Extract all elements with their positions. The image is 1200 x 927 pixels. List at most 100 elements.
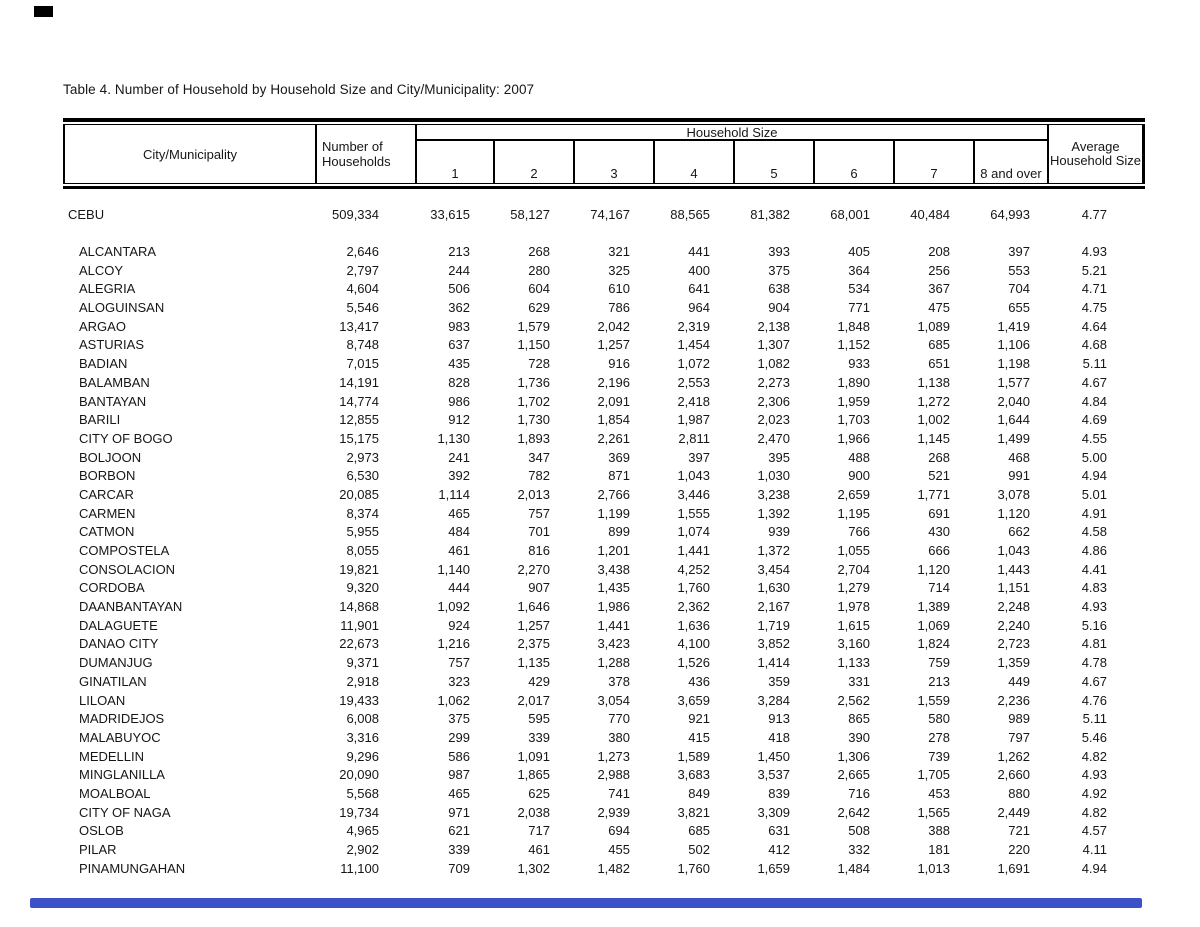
value-cell: 475 [928, 300, 950, 316]
value-cell: 15,175 [339, 430, 379, 446]
value-cell: 1,482 [597, 860, 630, 876]
value-cell: 694 [608, 823, 630, 839]
value-cell: 586 [448, 748, 470, 764]
city-cell: CEBU [68, 207, 105, 222]
value-cell: 11,100 [340, 860, 379, 876]
value-cell: 534 [848, 281, 870, 297]
city-cell: CORDOBA [79, 580, 145, 596]
value-cell: 2,553 [677, 374, 710, 390]
value-cell: 1,257 [597, 337, 630, 353]
value-cell: 4.84 [1081, 393, 1107, 409]
value-cell: 4.94 [1081, 468, 1107, 484]
value-cell: 913 [768, 711, 790, 727]
value-cell: 418 [768, 729, 790, 745]
value-cell: 393 [768, 244, 790, 259]
city-cell: ASTURIAS [79, 337, 145, 353]
value-cell: 12,855 [339, 412, 379, 428]
value-cell: 436 [688, 673, 710, 689]
value-cell: 899 [608, 524, 630, 540]
value-cell: 1,307 [757, 337, 790, 353]
value-cell: 278 [928, 729, 950, 745]
value-cell: 983 [448, 318, 470, 334]
value-cell: 1,559 [917, 692, 950, 708]
value-cell: 2,273 [757, 374, 790, 390]
value-cell: 1,201 [597, 543, 630, 558]
value-cell: 339 [448, 842, 470, 857]
table-row: MEDELLIN 9,296 586 1,091 1,273 1,589 1,450 1,30… [65, 748, 1142, 767]
value-cell: 22,673 [339, 636, 379, 652]
value-cell: 610 [608, 281, 630, 297]
value-cell: 2,939 [597, 804, 630, 820]
value-cell: 4.71 [1081, 281, 1107, 297]
value-cell: 989 [1008, 711, 1030, 727]
table-row: BOLJOON 2,973 241 347 369 397 395 488 268 468 5.00 [65, 449, 1142, 468]
value-cell: 40,484 [910, 207, 950, 222]
value-cell: 1,216 [437, 636, 470, 652]
value-cell: 1,140 [437, 561, 470, 577]
col-header-number-of-households: Number of Households [317, 125, 417, 183]
value-cell: 1,030 [757, 468, 790, 484]
city-cell: BANTAYAN [79, 393, 147, 409]
value-cell: 741 [608, 785, 630, 801]
table-row: ALCOY 2,797 244 280 325 400 375 364 256 553 5.21 [65, 262, 1142, 281]
value-cell: 3,054 [597, 692, 630, 708]
value-cell: 4.93 [1081, 599, 1107, 615]
value-cell: 986 [448, 393, 470, 409]
table-row: CARMEN 8,374 465 757 1,199 1,555 1,392 1,195 691… [65, 505, 1142, 524]
value-cell: 2,138 [757, 318, 790, 334]
value-cell: 728 [528, 356, 550, 372]
value-cell: 1,419 [997, 318, 1030, 334]
value-cell: 3,438 [597, 561, 630, 577]
value-cell: 19,433 [339, 692, 379, 708]
table-row: BALAMBAN 14,191 828 1,736 2,196 2,553 2,273 1,8… [65, 374, 1142, 393]
value-cell: 1,120 [997, 505, 1030, 521]
value-cell: 444 [448, 580, 470, 596]
value-cell: 339 [528, 729, 550, 745]
value-cell: 1,302 [517, 860, 550, 876]
value-cell: 1,013 [917, 860, 950, 876]
value-cell: 397 [688, 449, 710, 465]
table-row: CONSOLACION 19,821 1,140 2,270 3,438 4,252 3,4… [65, 561, 1142, 580]
size-col-header: 3 [575, 141, 655, 183]
city-cell: ALCOY [79, 262, 124, 278]
city-cell: BARILI [79, 412, 121, 428]
city-cell: CARCAR [79, 486, 134, 502]
value-cell: 2,418 [677, 393, 710, 409]
value-cell: 991 [1008, 468, 1030, 484]
value-cell: 8,748 [346, 337, 379, 353]
col-header-city-municipality: City/Municipality [65, 125, 317, 183]
value-cell: 415 [688, 729, 710, 745]
household-table: City/Municipality Number of Households H… [63, 118, 1145, 878]
value-cell: 395 [768, 449, 790, 465]
header-bottom-rule [63, 183, 1145, 189]
value-cell: 1,987 [677, 412, 710, 428]
value-cell: 2,306 [757, 393, 790, 409]
value-cell: 1,978 [837, 599, 870, 615]
value-cell: 1,272 [917, 393, 950, 409]
value-cell: 704 [1008, 281, 1030, 297]
size-col-header: 7 [895, 141, 975, 183]
city-cell: DUMANJUG [79, 655, 153, 671]
city-cell: DANAO CITY [79, 636, 159, 652]
value-cell: 3,309 [757, 804, 790, 820]
value-cell: 13,417 [339, 318, 379, 334]
city-cell: ALOGUINSAN [79, 300, 165, 316]
value-cell: 1,150 [517, 337, 550, 353]
value-cell: 4.86 [1081, 543, 1107, 558]
value-cell: 4.64 [1081, 318, 1107, 334]
value-cell: 74,167 [590, 207, 630, 222]
value-cell: 1,454 [677, 337, 710, 353]
value-cell: 839 [768, 785, 790, 801]
city-cell: GINATILAN [79, 673, 147, 689]
value-cell: 2,091 [597, 393, 630, 409]
value-cell: 2,704 [837, 561, 870, 577]
value-cell: 924 [448, 617, 470, 633]
value-cell: 1,152 [837, 337, 870, 353]
value-cell: 380 [608, 729, 630, 745]
value-cell: 1,262 [997, 748, 1030, 764]
value-cell: 3,160 [837, 636, 870, 652]
value-cell: 1,392 [757, 505, 790, 521]
value-cell: 907 [528, 580, 550, 596]
table-row: CEBU 509,334 33,615 58,127 74,167 88,565 81,38… [65, 205, 1142, 224]
